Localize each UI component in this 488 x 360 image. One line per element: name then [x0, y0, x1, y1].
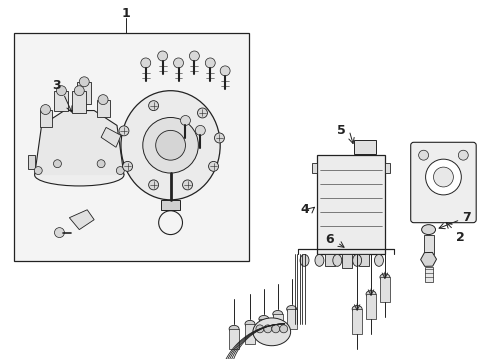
- Circle shape: [279, 325, 287, 333]
- Circle shape: [197, 108, 207, 118]
- Circle shape: [141, 58, 150, 68]
- Ellipse shape: [121, 91, 220, 200]
- Ellipse shape: [35, 164, 123, 186]
- Circle shape: [214, 133, 224, 143]
- Text: 1: 1: [122, 7, 130, 20]
- Bar: [14, 33, 248, 261]
- Circle shape: [155, 130, 185, 160]
- Text: 4: 4: [300, 203, 308, 216]
- Polygon shape: [101, 127, 121, 147]
- Text: 5: 5: [336, 124, 345, 137]
- Circle shape: [148, 180, 158, 190]
- Ellipse shape: [258, 315, 268, 323]
- Circle shape: [180, 116, 190, 125]
- Circle shape: [208, 161, 218, 171]
- Bar: [286, 309, 296, 329]
- Circle shape: [119, 126, 129, 136]
- Circle shape: [264, 325, 271, 333]
- Circle shape: [255, 325, 264, 333]
- Circle shape: [220, 66, 230, 76]
- Polygon shape: [28, 155, 35, 169]
- Text: 7: 7: [461, 211, 469, 224]
- Circle shape: [41, 105, 50, 114]
- Circle shape: [34, 167, 42, 175]
- Bar: [379, 277, 389, 302]
- Ellipse shape: [286, 306, 296, 312]
- Bar: [366, 294, 375, 319]
- Ellipse shape: [374, 255, 383, 266]
- Ellipse shape: [314, 255, 323, 266]
- Circle shape: [433, 167, 452, 187]
- Polygon shape: [35, 111, 123, 175]
- Circle shape: [56, 86, 66, 96]
- Ellipse shape: [332, 255, 341, 266]
- Bar: [342, 255, 351, 268]
- Bar: [353, 140, 375, 154]
- Circle shape: [195, 125, 205, 135]
- Circle shape: [205, 58, 215, 68]
- Bar: [40, 109, 52, 127]
- Bar: [424, 267, 432, 282]
- Circle shape: [98, 95, 108, 105]
- Bar: [258, 319, 268, 339]
- Text: 3: 3: [52, 79, 61, 92]
- Circle shape: [54, 228, 64, 238]
- Bar: [325, 255, 335, 266]
- Bar: [358, 255, 368, 266]
- Bar: [229, 329, 239, 349]
- Bar: [272, 314, 282, 334]
- Circle shape: [116, 167, 124, 175]
- Circle shape: [189, 51, 199, 61]
- Bar: [317, 155, 384, 255]
- Circle shape: [182, 180, 192, 190]
- Bar: [244, 324, 254, 344]
- Ellipse shape: [351, 306, 361, 312]
- Circle shape: [271, 325, 279, 333]
- Circle shape: [97, 160, 105, 168]
- Circle shape: [425, 159, 460, 195]
- Bar: [161, 200, 180, 210]
- Bar: [423, 235, 433, 255]
- Circle shape: [457, 150, 468, 160]
- Bar: [54, 91, 68, 111]
- Text: 2: 2: [455, 231, 464, 244]
- Circle shape: [122, 161, 132, 171]
- Ellipse shape: [229, 325, 239, 332]
- Circle shape: [53, 160, 61, 168]
- Circle shape: [173, 58, 183, 68]
- Polygon shape: [69, 210, 94, 230]
- Ellipse shape: [352, 255, 361, 266]
- Bar: [77, 82, 91, 104]
- Ellipse shape: [272, 310, 282, 318]
- Bar: [97, 100, 110, 117]
- Text: 6: 6: [325, 233, 333, 246]
- Ellipse shape: [366, 291, 375, 298]
- Ellipse shape: [421, 225, 435, 235]
- Bar: [312, 163, 317, 173]
- Ellipse shape: [379, 274, 389, 281]
- Circle shape: [148, 101, 158, 111]
- Circle shape: [142, 117, 198, 173]
- Circle shape: [157, 51, 167, 61]
- Circle shape: [418, 150, 427, 160]
- Circle shape: [74, 86, 84, 96]
- Circle shape: [79, 77, 89, 87]
- FancyBboxPatch shape: [410, 142, 475, 223]
- Ellipse shape: [252, 318, 290, 346]
- Bar: [72, 91, 86, 113]
- Bar: [351, 309, 361, 334]
- Ellipse shape: [244, 320, 254, 327]
- Bar: [384, 163, 389, 173]
- Ellipse shape: [300, 255, 308, 266]
